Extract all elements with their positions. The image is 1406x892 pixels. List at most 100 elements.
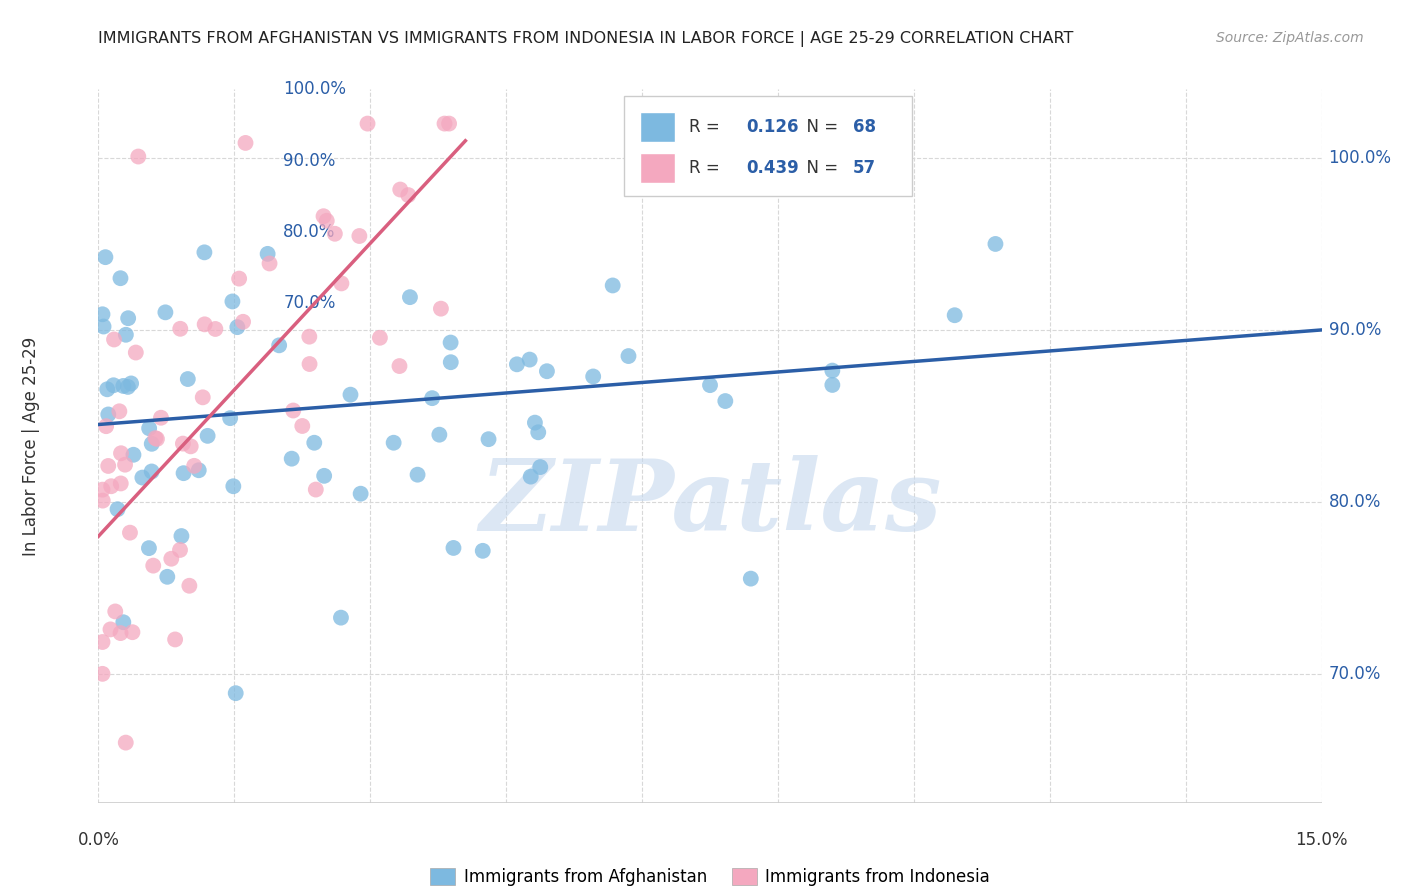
Point: [582, 369, 605, 384]
Point: [420, 391, 443, 405]
Point: [91, 635, 114, 649]
Text: 90.0%: 90.0%: [1329, 321, 1381, 339]
Point: [305, 483, 328, 497]
Point: [117, 311, 139, 326]
Point: [103, 333, 125, 347]
Point: [112, 615, 135, 630]
Point: [221, 294, 243, 309]
Point: [177, 372, 200, 386]
Text: 90.0%: 90.0%: [283, 152, 336, 169]
Point: [91, 307, 114, 321]
Point: [91, 666, 114, 681]
Text: 70.0%: 70.0%: [283, 294, 336, 312]
Point: [93, 319, 115, 334]
Point: [330, 277, 353, 291]
Point: [602, 278, 624, 293]
Point: [396, 188, 419, 202]
Point: [527, 425, 550, 440]
Point: [226, 320, 249, 334]
Point: [120, 376, 142, 391]
Point: [127, 149, 149, 163]
Text: N =: N =: [796, 159, 844, 177]
Point: [170, 529, 193, 543]
Point: [339, 387, 361, 401]
Point: [225, 686, 247, 700]
Point: [304, 435, 326, 450]
Point: [100, 479, 122, 493]
Point: [232, 315, 254, 329]
Point: [269, 338, 291, 352]
FancyBboxPatch shape: [640, 153, 675, 183]
Point: [259, 256, 281, 270]
Point: [349, 229, 371, 244]
Point: [91, 493, 114, 508]
Point: [536, 364, 558, 378]
Point: [523, 416, 546, 430]
Text: 80.0%: 80.0%: [1329, 493, 1381, 511]
Point: [433, 117, 456, 131]
Point: [146, 432, 169, 446]
Point: [314, 468, 336, 483]
Point: [283, 403, 305, 417]
Legend: Immigrants from Afghanistan, Immigrants from Indonesia: Immigrants from Afghanistan, Immigrants …: [423, 861, 997, 892]
Text: 57: 57: [853, 159, 876, 177]
Point: [141, 465, 163, 479]
Point: [821, 378, 844, 392]
Point: [312, 209, 335, 223]
Point: [399, 290, 422, 304]
Point: [699, 378, 721, 392]
Point: [114, 736, 136, 750]
Text: In Labor Force | Age 25-29: In Labor Force | Age 25-29: [22, 336, 41, 556]
Point: [714, 394, 737, 409]
Text: N =: N =: [796, 118, 844, 136]
Point: [529, 460, 551, 475]
Point: [94, 419, 117, 434]
Point: [471, 544, 494, 558]
Point: [440, 355, 463, 369]
Point: [110, 271, 132, 285]
Point: [315, 213, 337, 227]
Point: [406, 467, 429, 482]
Point: [141, 437, 163, 451]
Point: [121, 625, 143, 640]
Point: [368, 331, 391, 345]
Point: [382, 435, 405, 450]
Point: [350, 486, 373, 500]
Text: R =: R =: [689, 118, 725, 136]
Point: [114, 458, 136, 472]
Point: [110, 446, 132, 460]
Text: 80.0%: 80.0%: [283, 223, 336, 241]
Point: [187, 463, 209, 477]
Point: [280, 451, 302, 466]
Point: [389, 182, 412, 196]
Point: [138, 421, 160, 435]
Point: [291, 419, 314, 434]
FancyBboxPatch shape: [624, 96, 912, 196]
Text: 0.439: 0.439: [747, 159, 800, 177]
Text: 100.0%: 100.0%: [1329, 149, 1392, 167]
Text: R =: R =: [689, 159, 725, 177]
Point: [330, 610, 353, 624]
Point: [91, 483, 114, 497]
Point: [155, 305, 177, 319]
Point: [165, 632, 187, 647]
Point: [107, 502, 129, 516]
Point: [617, 349, 640, 363]
Point: [821, 363, 844, 377]
Point: [122, 448, 145, 462]
Point: [112, 379, 135, 393]
Text: ZIPatlas: ZIPatlas: [479, 455, 941, 551]
Point: [235, 136, 257, 150]
Point: [256, 247, 278, 261]
Point: [197, 429, 219, 443]
Point: [115, 327, 138, 342]
Point: [103, 378, 125, 392]
Point: [118, 525, 141, 540]
Point: [110, 626, 132, 640]
Point: [519, 469, 541, 483]
Point: [97, 408, 120, 422]
Point: [131, 470, 153, 484]
FancyBboxPatch shape: [640, 112, 675, 142]
Point: [142, 558, 165, 573]
Point: [183, 458, 205, 473]
